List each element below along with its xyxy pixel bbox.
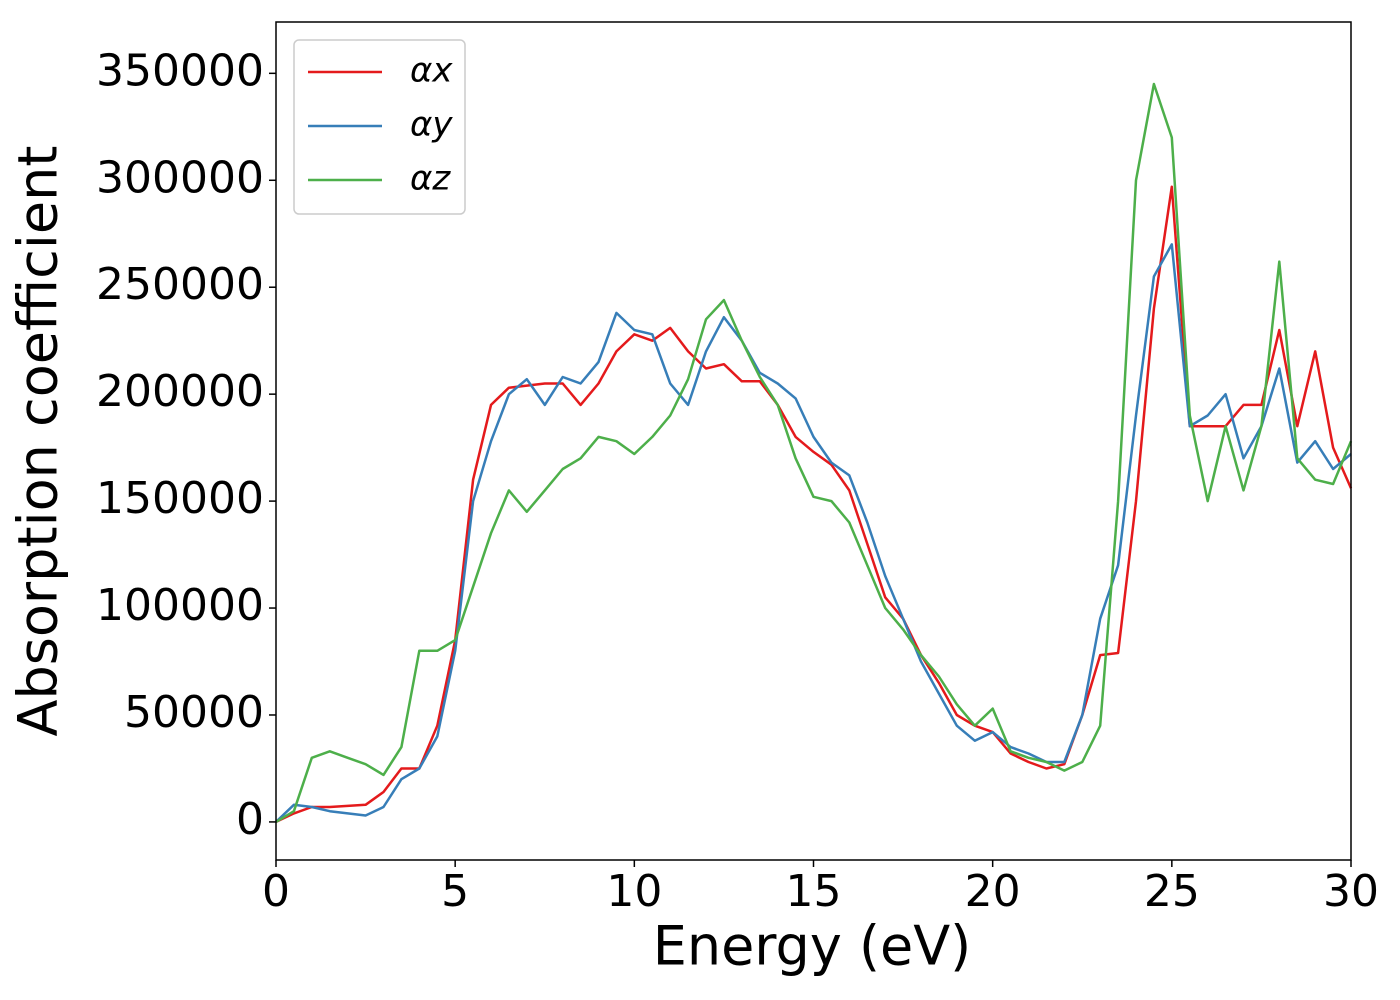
y-axis-label: Absorption coefficient: [7, 146, 70, 737]
y-tick-label: 150000: [96, 473, 264, 524]
x-axis-label: Energy (eV): [653, 915, 972, 978]
y-tick-label: 350000: [96, 45, 264, 96]
plot-frame: [275, 21, 1352, 861]
y-tick-label: 250000: [96, 259, 264, 310]
y-tick-label: 100000: [96, 580, 264, 631]
x-tick-label: 25: [1144, 866, 1200, 917]
x-tick-label: 15: [786, 866, 842, 917]
x-tick-label: 0: [262, 866, 290, 917]
data-line: [275, 243, 1352, 823]
y-tick-label: 0: [236, 794, 264, 845]
legend-label: αy: [410, 105, 453, 145]
x-tick-label: 30: [1323, 866, 1379, 917]
y-tick-label: 50000: [124, 687, 264, 738]
data-line: [275, 82, 1353, 823]
legend-label: αx: [410, 51, 453, 91]
data-line: [275, 185, 1353, 824]
x-tick-label: 10: [606, 866, 662, 917]
y-tick-label: 200000: [96, 366, 264, 417]
legend-label: αz: [410, 159, 451, 199]
y-tick-label: 300000: [96, 152, 264, 203]
x-tick-label: 20: [965, 866, 1021, 917]
x-tick-label: 5: [441, 866, 469, 917]
